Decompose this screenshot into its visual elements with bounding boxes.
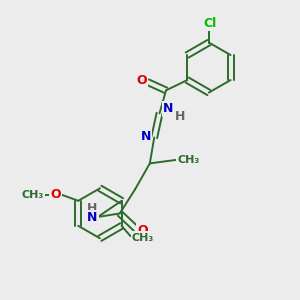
Text: Cl: Cl — [204, 17, 217, 30]
Text: O: O — [50, 188, 61, 200]
Text: N: N — [163, 102, 174, 116]
Text: H: H — [87, 202, 98, 215]
Text: CH₃: CH₃ — [178, 155, 200, 165]
Text: O: O — [136, 74, 147, 87]
Text: CH₃: CH₃ — [22, 190, 44, 200]
Text: H: H — [175, 110, 185, 123]
Text: N: N — [141, 130, 151, 142]
Text: O: O — [137, 224, 148, 237]
Text: CH₃: CH₃ — [132, 232, 154, 243]
Text: N: N — [87, 211, 98, 224]
